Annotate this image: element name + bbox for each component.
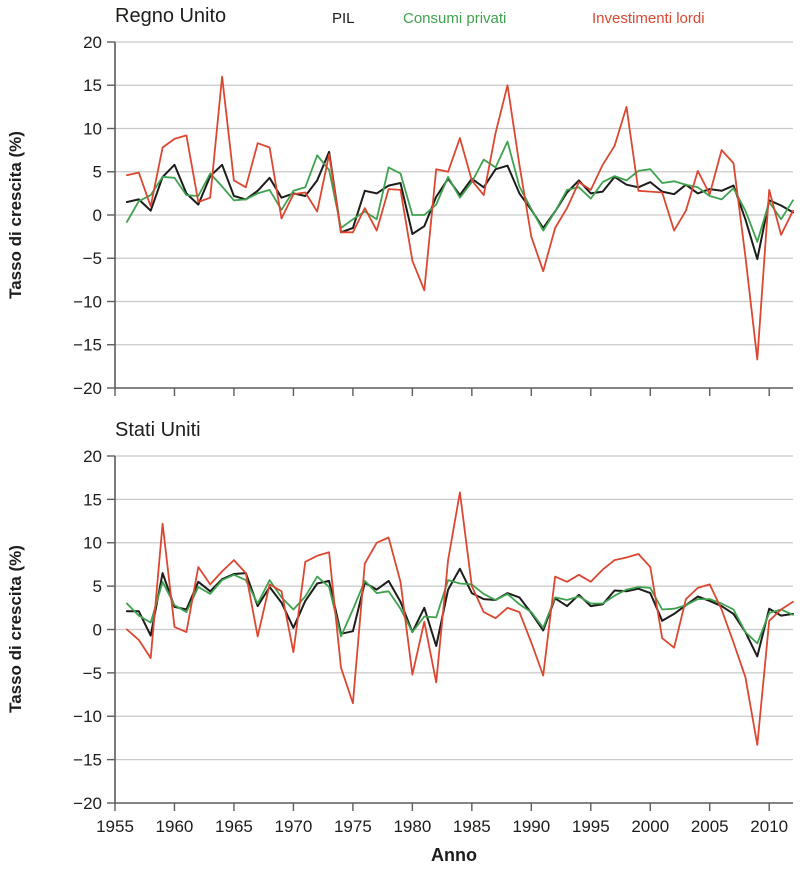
y-tick-label: −5 xyxy=(83,249,102,268)
x-axis-title: Anno xyxy=(431,845,477,865)
us-consumi-privati-line xyxy=(126,573,794,645)
x-tick-label: 1990 xyxy=(512,817,550,836)
panel-title-stati-uniti: Stati Uniti xyxy=(115,419,201,441)
x-tick-label: 1960 xyxy=(156,817,194,836)
y-tick-label: 0 xyxy=(93,620,102,639)
x-tick-label: 2000 xyxy=(631,817,669,836)
panel-title-regno-unito: Regno Unito xyxy=(115,5,227,27)
y-tick-label: −10 xyxy=(73,292,102,311)
x-tick-label: 2010 xyxy=(750,817,788,836)
y-tick-label: −15 xyxy=(73,336,102,355)
y-tick-label: 20 xyxy=(83,447,102,466)
y-tick-label: 10 xyxy=(83,119,102,138)
x-tick-label: 1995 xyxy=(572,817,610,836)
y-tick-label: −5 xyxy=(83,664,102,683)
y-tick-label: 15 xyxy=(83,76,102,95)
gridlines xyxy=(115,41,793,346)
legend-item-consumi-privati: Consumi privati xyxy=(403,10,507,27)
uk-investimenti-lordi-line xyxy=(126,75,794,361)
y-tick-label: −20 xyxy=(73,794,102,813)
x-tick-label: 1980 xyxy=(393,817,431,836)
x-tick-label: 1955 xyxy=(96,817,134,836)
x-tick-label: 2005 xyxy=(691,817,729,836)
y-tick-label: 20 xyxy=(83,33,102,52)
legend-item-investimenti-lordi: Investimenti lordi xyxy=(592,10,705,27)
uk-consumi-privati-line xyxy=(126,140,794,243)
uk-pil-line xyxy=(125,150,794,261)
y-tick-label: 5 xyxy=(93,577,102,596)
x-tick-label: 1985 xyxy=(453,817,491,836)
y-tick-label: −20 xyxy=(73,379,102,398)
y-tick-label: 5 xyxy=(93,163,102,182)
y-tick-label: −10 xyxy=(73,707,102,726)
us-investimenti-lordi-line xyxy=(126,491,794,746)
legend-item-pil: PIL xyxy=(332,10,355,27)
us-pil-line xyxy=(125,567,794,658)
panel-uk: 20 15 10 5 0 −5 −10 −15 −20 xyxy=(73,33,794,398)
gridlines xyxy=(115,455,793,761)
x-tick-label: 1975 xyxy=(334,817,372,836)
panel-us: 20 15 10 5 0 −5 −10 −15 −20 1955 1960 1965 1970 1975 1… xyxy=(73,447,794,836)
y-tick-label: 10 xyxy=(83,534,102,553)
y-tick-label: 15 xyxy=(83,490,102,509)
x-tick-label: 1965 xyxy=(215,817,253,836)
y-tick-label: 0 xyxy=(93,206,102,225)
y-tick-label: −15 xyxy=(73,751,102,770)
x-tick-label: 1970 xyxy=(275,817,313,836)
